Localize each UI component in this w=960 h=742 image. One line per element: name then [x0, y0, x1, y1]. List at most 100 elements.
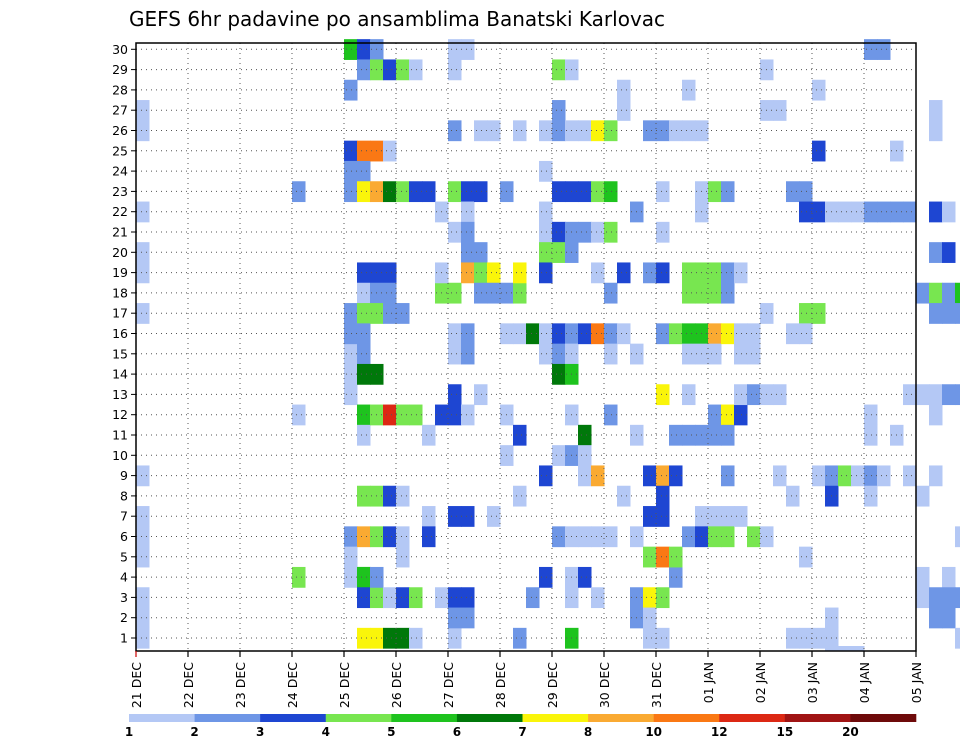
precip-cell: [357, 363, 371, 385]
precip-cell: [552, 59, 566, 81]
precip-cell: [344, 39, 358, 60]
precip-cell: [409, 59, 423, 81]
precip-cell: [643, 120, 657, 142]
precip-cell: [617, 79, 631, 101]
colorbar-segment: [784, 714, 851, 722]
precip-cell: [552, 181, 566, 203]
y-tick-label: 30: [112, 42, 128, 57]
precip-cell: [136, 201, 150, 223]
precip-cell: [448, 282, 462, 304]
precip-cell: [877, 465, 891, 487]
precip-cell: [344, 384, 358, 406]
precip-cell: [708, 506, 722, 527]
precip-cell: [461, 404, 475, 426]
precip-cell: [708, 526, 722, 548]
x-tick-label: 31 DEC: [649, 662, 664, 708]
precip-cell: [448, 587, 462, 609]
precip-cell: [903, 465, 917, 487]
y-tick-label: 21: [112, 225, 128, 240]
precip-cell: [396, 627, 410, 649]
y-tick-label: 27: [112, 103, 128, 118]
y-tick-label: 22: [112, 204, 128, 219]
precip-cell: [136, 546, 150, 568]
precip-cell: [396, 404, 410, 426]
precip-cell: [344, 546, 358, 568]
precip-cell: [487, 120, 501, 142]
x-tick-label: 23 DEC: [233, 662, 248, 708]
precip-cell: [604, 526, 618, 548]
precip-cell: [344, 79, 358, 101]
precip-cell: [669, 120, 683, 142]
precip-cell: [422, 526, 436, 548]
precip-cell: [526, 587, 540, 609]
precip-cell: [747, 384, 761, 406]
precip-cell: [942, 607, 956, 629]
precip-cell: [682, 343, 696, 365]
precip-cell: [513, 323, 527, 345]
y-tick-label: 16: [112, 326, 128, 341]
precip-cell: [721, 181, 735, 203]
precip-cell: [708, 404, 722, 426]
precip-cell: [721, 282, 735, 304]
precip-cell: [591, 465, 605, 487]
precip-cell: [864, 465, 878, 487]
precip-cell: [474, 242, 488, 263]
precip-cell: [734, 262, 748, 284]
precip-cell: [851, 465, 865, 487]
precip-cell: [461, 221, 475, 243]
precip-cell: [799, 627, 813, 649]
precip-cell: [136, 100, 150, 121]
precip-cell: [669, 424, 683, 446]
precip-cell: [396, 303, 410, 324]
precip-cell: [656, 181, 670, 203]
precip-cell: [513, 627, 527, 649]
plot-frame: [135, 42, 917, 652]
precip-cell: [383, 140, 397, 162]
precip-cell: [942, 587, 956, 609]
precip-cell: [929, 404, 943, 426]
precip-cell: [461, 201, 475, 223]
precip-cell: [773, 465, 787, 487]
precip-cell: [643, 587, 657, 609]
precip-cell: [344, 566, 358, 588]
precip-cell: [604, 221, 618, 243]
y-tick-label: 6: [120, 529, 128, 544]
precip-cell: [136, 627, 150, 649]
colorbar-label: 1: [125, 725, 133, 739]
precip-cell: [513, 424, 527, 446]
precip-cell: [552, 323, 566, 345]
x-tick-label: 22 DEC: [181, 662, 196, 708]
y-tick-label: 25: [112, 143, 128, 158]
precip-cell: [773, 100, 787, 121]
precip-cell: [136, 587, 150, 609]
colorbar-segment: [653, 714, 720, 722]
precip-cell: [474, 181, 488, 203]
colorbar-segment: [850, 714, 917, 722]
precip-cell: [721, 424, 735, 446]
precip-cell: [812, 140, 826, 162]
precip-cell: [643, 262, 657, 284]
precip-cell: [708, 424, 722, 446]
y-tick-label: 11: [112, 428, 128, 443]
precip-cell: [656, 262, 670, 284]
precip-cell: [396, 485, 410, 507]
precip-cell: [786, 485, 800, 507]
precip-cell: [916, 566, 930, 588]
precip-cell: [513, 262, 527, 284]
precip-cell: [916, 282, 930, 304]
precip-cell: [409, 587, 423, 609]
precip-cell: [838, 465, 852, 487]
y-tick-label: 5: [120, 549, 128, 564]
precip-cell: [799, 323, 813, 345]
precip-cell: [955, 587, 960, 609]
precip-cell: [578, 445, 592, 466]
y-tick-label: 10: [112, 448, 128, 463]
colorbar-segment: [260, 714, 327, 722]
precip-cell: [656, 120, 670, 142]
precip-cell: [929, 607, 943, 629]
precip-cell: [864, 485, 878, 507]
precip-cell: [539, 120, 553, 142]
precip-cell: [656, 323, 670, 345]
precip-cell: [539, 160, 553, 182]
precip-cell: [916, 485, 930, 507]
